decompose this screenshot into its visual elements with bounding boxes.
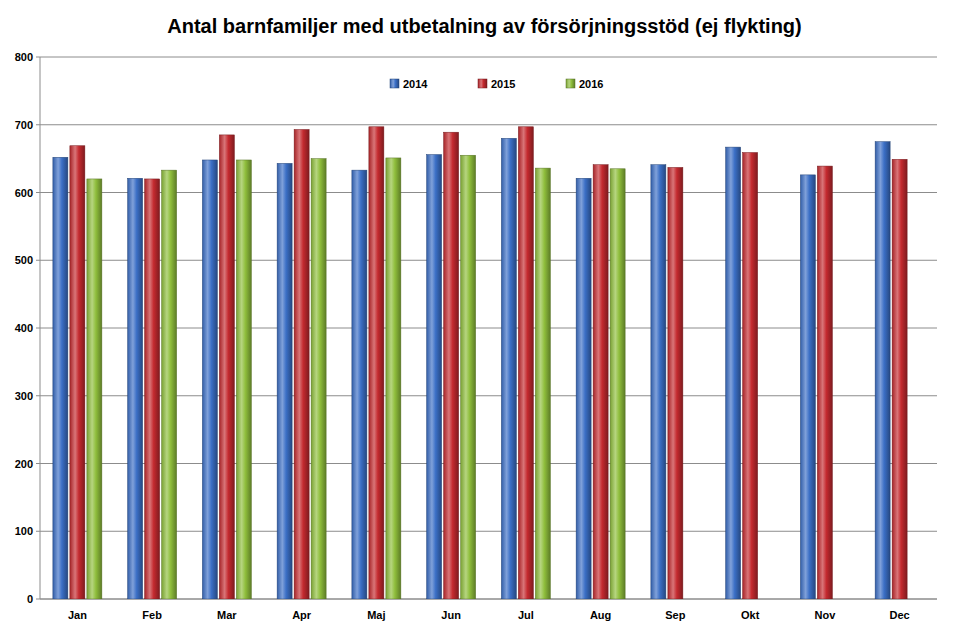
y-tick — [36, 463, 40, 464]
x-tick-label: Jun — [441, 609, 461, 621]
x-tick-label: Maj — [367, 609, 385, 621]
y-tick — [36, 395, 40, 396]
bar — [162, 170, 177, 599]
bar — [128, 178, 143, 599]
legend-label: 2015 — [491, 78, 515, 90]
x-tick-label: Jan — [68, 609, 87, 621]
chart-svg: Antal barnfamiljer med utbetalning av fö… — [0, 0, 969, 632]
grid-line — [40, 124, 937, 125]
y-tick-label: 300 — [15, 390, 33, 402]
bar — [501, 138, 516, 599]
bar — [53, 157, 68, 599]
bar — [219, 135, 234, 599]
x-tick-label: Mar — [217, 609, 237, 621]
bar — [892, 159, 907, 599]
y-tick-label: 400 — [15, 322, 33, 334]
bar — [651, 165, 666, 599]
y-tick — [36, 260, 40, 261]
y-tick-label: 500 — [15, 254, 33, 266]
bar — [743, 153, 758, 599]
bar — [87, 179, 102, 599]
y-tick-label: 800 — [15, 51, 33, 63]
bar — [668, 167, 683, 599]
y-tick-label: 700 — [15, 119, 33, 131]
y-tick — [36, 124, 40, 125]
y-tick — [36, 328, 40, 329]
bar — [444, 132, 459, 599]
y-axis — [40, 57, 41, 599]
bar — [610, 169, 625, 599]
bar — [202, 160, 217, 599]
legend-swatch — [390, 79, 399, 88]
x-tick-label: Nov — [814, 609, 836, 621]
grid-line — [40, 57, 937, 58]
y-tick-label: 200 — [15, 458, 33, 470]
legend-label: 2016 — [579, 78, 603, 90]
bar — [277, 163, 292, 599]
chart-title: Antal barnfamiljer med utbetalning av fö… — [167, 15, 802, 37]
y-tick — [36, 57, 40, 58]
legend-label: 2014 — [403, 78, 428, 90]
legend-swatch — [566, 79, 575, 88]
legend-swatch — [478, 79, 487, 88]
bars — [53, 127, 907, 599]
chart-container: Antal barnfamiljer med utbetalning av fö… — [0, 0, 969, 632]
x-tick-label: Feb — [142, 609, 162, 621]
bar — [386, 158, 401, 599]
bar — [518, 127, 533, 599]
x-tick-label: Okt — [741, 609, 760, 621]
bar — [369, 127, 384, 599]
x-tick-label: Apr — [292, 609, 312, 621]
bar — [726, 147, 741, 599]
x-tick-label: Aug — [590, 609, 611, 621]
bar — [311, 159, 326, 599]
bar — [70, 146, 85, 599]
x-tick-label: Sep — [665, 609, 685, 621]
bar — [236, 160, 251, 599]
bar — [352, 170, 367, 599]
x-tick-label: Dec — [890, 609, 910, 621]
bar — [875, 142, 890, 599]
y-tick-label: 600 — [15, 187, 33, 199]
bar — [576, 178, 591, 599]
bar — [461, 155, 476, 599]
y-tick — [36, 531, 40, 532]
bar — [817, 166, 832, 599]
y-tick-label: 100 — [15, 525, 33, 537]
y-tick — [36, 599, 40, 600]
y-tick — [36, 192, 40, 193]
bar — [535, 168, 550, 599]
x-tick-label: Jul — [518, 609, 534, 621]
bar — [294, 129, 309, 599]
y-tick-label: 0 — [27, 593, 33, 605]
bar — [800, 175, 815, 599]
bar — [145, 179, 160, 599]
bar — [593, 165, 608, 599]
bar — [427, 155, 442, 599]
